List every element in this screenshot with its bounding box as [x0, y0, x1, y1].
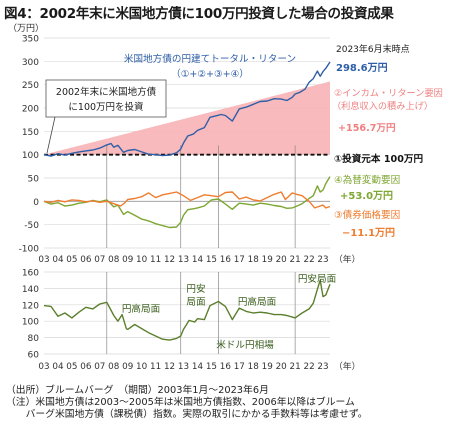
- top-x-tick-label: 15: [206, 255, 217, 265]
- top-x-tick-label: 05: [66, 255, 77, 265]
- top-unit-label: （万円）: [8, 23, 44, 34]
- as-of-date-label: 2023年6月末時点: [336, 43, 410, 55]
- top-x-tick-label: 19: [262, 255, 273, 265]
- source-note: （出所）ブルームバーグ （期間）2003年1月〜2023年6月: [6, 385, 269, 396]
- income-factor-label: ②インカム・リターン要因: [334, 88, 443, 99]
- bottom-x-tick-label: 07: [94, 362, 105, 372]
- top-y-tick-label: -100: [19, 245, 40, 255]
- region-label-yen-strong-2: 円高局面: [238, 296, 277, 308]
- bottom-x-tick-label: 19: [262, 362, 273, 372]
- top-y-tick-label: 150: [22, 128, 39, 138]
- top-x-axis-suffix: （年）: [334, 253, 360, 265]
- income-factor-value: +156.7万円: [338, 123, 396, 134]
- bottom-x-tick-label: 09: [122, 362, 133, 372]
- income-factor-sublabel: （利息収入の積み上げ）: [332, 100, 433, 112]
- bottom-x-tick-label: 03: [38, 362, 49, 372]
- top-y-tick-label: 300: [22, 58, 39, 68]
- total-return-line: [43, 61, 331, 157]
- footnote-line-2: バーグ米国地方債（課税債）指数。実際の取引にかかる手数料等は考慮せず。: [6, 409, 368, 420]
- bottom-x-tick-label: 20: [276, 362, 288, 372]
- page-title: 図4：2002年末に米国地方債に100万円投資した場合の投資成果: [4, 6, 394, 22]
- top-x-tick-label: 10: [136, 255, 148, 265]
- total-return-formula: （①+②+③+④）: [171, 68, 249, 80]
- bottom-x-tick-label: 22: [303, 362, 314, 372]
- bottom-y-tick-label: 120: [22, 301, 39, 311]
- bottom-x-tick-label: 12: [164, 362, 175, 372]
- bottom-x-tick-label: 11: [150, 362, 161, 372]
- top-x-tick-label: 06: [80, 255, 92, 265]
- usd-jpy-series-label: 米ドル円相場: [216, 339, 274, 351]
- bottom-y-tick-label: 100: [22, 318, 39, 328]
- bottom-x-tick-label: 18: [248, 362, 259, 372]
- principal-label: ①投資元本 100万円: [334, 153, 423, 165]
- bottom-x-tick-label: 21: [290, 362, 301, 372]
- top-x-tick-label: 12: [164, 255, 175, 265]
- region-label-yen-weak-1: 円安: [186, 283, 205, 295]
- top-y-tick-label: 250: [22, 81, 39, 91]
- bottom-x-tick-label: 05: [66, 362, 77, 372]
- bottom-x-tick-label: 10: [136, 362, 148, 372]
- fx-factor-label: ④為替変動要因: [334, 174, 400, 186]
- top-x-tick-label: 20: [276, 255, 288, 265]
- bottom-x-axis-suffix: （年）: [334, 360, 360, 372]
- footnote-line-1: （注）米国地方債は2003〜2005年は米国地方債指数、2006年以降はブルーム: [6, 397, 355, 408]
- top-x-tick-label: 13: [178, 255, 189, 265]
- top-y-tick-label: -50: [24, 221, 39, 231]
- total-return-value: 298.6万円: [336, 62, 388, 74]
- bottom-x-tick-label: 17: [234, 362, 245, 372]
- bottom-x-tick-label: 06: [80, 362, 92, 372]
- top-x-tick-label: 14: [192, 255, 204, 265]
- top-x-tick-label: 16: [220, 255, 232, 265]
- usd-jpy-line: [43, 279, 331, 341]
- callout-pointer: [46, 116, 56, 154]
- investment-callout-box: [45, 79, 167, 118]
- top-x-tick-label: 09: [122, 255, 133, 265]
- price-factor-line: [43, 191, 331, 209]
- investment-callout-line-2: に100万円を投資: [68, 101, 143, 113]
- region-label-yen-strong-1: 円高局面: [122, 303, 161, 315]
- top-y-tick-label: 100: [22, 151, 39, 161]
- top-x-tick-label: 03: [38, 255, 49, 265]
- bottom-x-tick-label: 16: [220, 362, 232, 372]
- top-x-tick-label: 11: [150, 255, 161, 265]
- top-x-tick-label: 18: [248, 255, 259, 265]
- top-x-tick-label: 21: [290, 255, 301, 265]
- bottom-y-tick-label: 140: [22, 285, 39, 295]
- top-x-tick-label: 08: [108, 255, 119, 265]
- income-return-area: [44, 81, 330, 155]
- bottom-y-tick-label: 160: [22, 269, 39, 279]
- bottom-x-tick-label: 04: [52, 362, 64, 372]
- bottom-y-tick-label: 60: [28, 351, 40, 361]
- bottom-x-tick-label: 08: [108, 362, 119, 372]
- price-factor-label: ③債券価格要因: [334, 209, 400, 221]
- total-return-label: 米国地方債の円建てトータル・リターン: [124, 53, 296, 65]
- top-x-tick-label: 22: [303, 255, 314, 265]
- top-y-tick-label: 50: [28, 175, 40, 185]
- top-y-tick-label: 200: [22, 105, 39, 115]
- region-label-yen-weak-2: 円安局面: [298, 273, 337, 285]
- price-factor-value: −11.1万円: [342, 227, 395, 239]
- region-label-yen-weak-1b: 局面: [186, 297, 206, 308]
- bottom-x-tick-label: 14: [192, 362, 204, 372]
- bottom-x-tick-label: 15: [206, 362, 217, 372]
- bottom-x-tick-label: 13: [178, 362, 189, 372]
- top-x-tick-label: 04: [52, 255, 64, 265]
- bottom-x-tick-label: 23: [317, 362, 328, 372]
- top-x-tick-label: 07: [94, 255, 105, 265]
- top-x-tick-label: 17: [234, 255, 245, 265]
- bottom-y-tick-label: 80: [28, 334, 40, 344]
- top-y-tick-label: 350: [22, 35, 39, 45]
- investment-callout-line-1: 2002年末に米国地方債: [56, 86, 157, 98]
- top-y-tick-label: 0: [33, 198, 39, 208]
- fx-factor-value: +53.0万円: [340, 190, 393, 202]
- top-x-tick-label: 23: [317, 255, 328, 265]
